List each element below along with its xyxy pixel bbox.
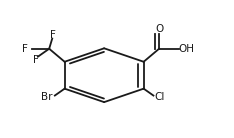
Text: F: F bbox=[22, 44, 28, 54]
Text: Br: Br bbox=[41, 91, 52, 102]
Text: OH: OH bbox=[179, 44, 194, 54]
Text: Cl: Cl bbox=[155, 91, 165, 102]
Text: F: F bbox=[51, 30, 56, 40]
Text: O: O bbox=[155, 24, 163, 34]
Text: F: F bbox=[33, 55, 39, 65]
